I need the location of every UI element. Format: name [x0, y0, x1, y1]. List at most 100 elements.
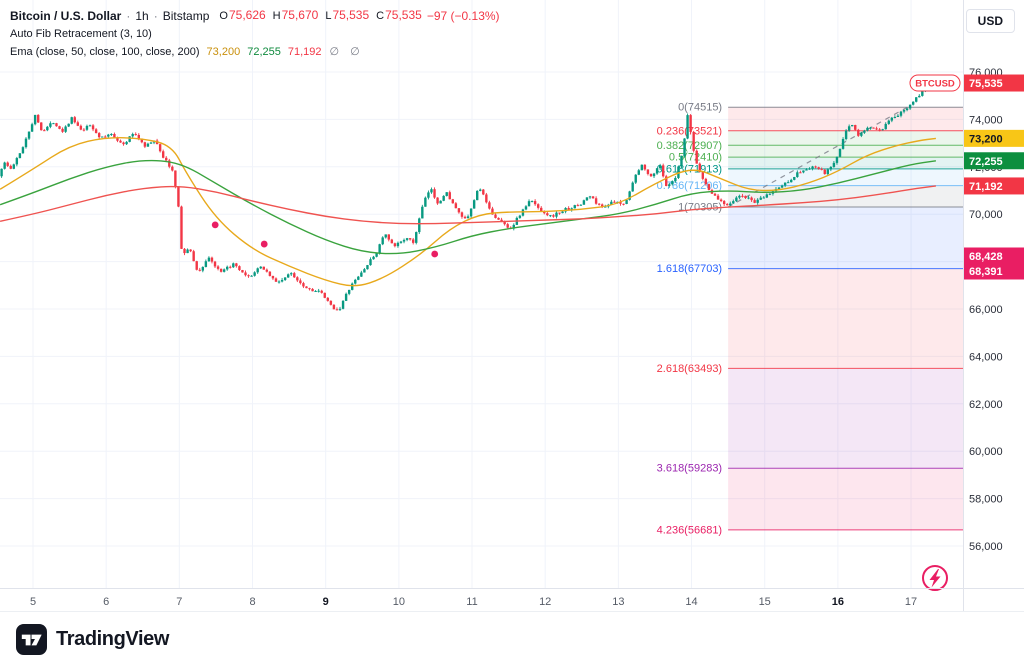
candle-body: [902, 110, 906, 112]
candle-body: [820, 168, 823, 170]
candle-body: [665, 176, 668, 186]
candle-body: [424, 197, 427, 207]
time-axis-label: 8: [249, 596, 255, 608]
candle-body: [460, 212, 464, 217]
candle-body: [439, 200, 442, 204]
auto-fib-retracement: 0(74515) 0.236(73521) 0.382(72907)0.5(7241…: [657, 102, 963, 536]
candle-body: [219, 268, 223, 272]
autofib-indicator-label[interactable]: Auto Fib Retracement (3, 10): [10, 28, 152, 40]
ema-indicator-label[interactable]: Ema (close, 50, close, 100, close, 200): [10, 46, 200, 58]
ema-line-50: [0, 137, 936, 287]
candle-body: [369, 259, 372, 266]
symbol-title[interactable]: Bitcoin / U.S. Dollar: [10, 8, 122, 23]
candle-body: [207, 257, 211, 262]
candle-body: [280, 279, 284, 282]
symbol-info-row[interactable]: Bitcoin / U.S. Dollar · 1h · Bitstamp O7…: [10, 8, 500, 24]
candle-body: [116, 137, 119, 141]
candle-body: [308, 288, 311, 290]
candle-body: [442, 195, 445, 201]
high-value: H75,670: [272, 8, 319, 22]
candle-body: [756, 199, 759, 203]
candle-body: [579, 204, 583, 206]
candle-body: [476, 190, 479, 201]
candle-body: [674, 177, 677, 182]
candle-body: [646, 169, 650, 174]
candle-body: [530, 201, 534, 203]
candle-body: [244, 272, 247, 276]
candle-body: [347, 289, 351, 294]
candle-body: [698, 163, 701, 173]
candle-body: [597, 203, 601, 205]
candle-body: [192, 251, 195, 262]
interval-label[interactable]: 1h: [135, 8, 149, 23]
logo-glyph-seven: [31, 634, 42, 646]
candle-body: [668, 184, 671, 186]
price-axis[interactable]: 76,00074,00072,00070,00068,00066,00064,0…: [964, 67, 1024, 553]
tradingview-logo-text[interactable]: TradingView: [56, 628, 170, 650]
candle-body: [198, 269, 201, 271]
ohlc-values: O75,626 H75,670 L75,535 C75,535: [219, 8, 421, 24]
price-axis-label: 60,000: [969, 446, 1003, 458]
fib-level-label: 0(74515): [678, 102, 722, 114]
ema100-value: 72,255: [247, 46, 281, 58]
fib-band: [728, 468, 963, 530]
price-badge-text: 71,192: [969, 181, 1003, 193]
candle-body: [427, 192, 430, 198]
candle-body: [652, 173, 656, 177]
candle-body: [415, 232, 418, 243]
candle-body: [524, 206, 528, 210]
candle-body: [527, 201, 531, 207]
candle-body: [628, 191, 631, 200]
candle-body: [768, 193, 772, 195]
indicator-row-autofib[interactable]: Auto Fib Retracement (3, 10): [10, 27, 500, 42]
candle-body: [143, 142, 147, 147]
candle-body: [896, 115, 900, 118]
candle-body: [713, 193, 717, 196]
ema-empty-slots: ∅ ∅: [329, 46, 364, 58]
fib-band: [728, 268, 963, 369]
currency-toggle-button[interactable]: USD: [965, 9, 1015, 33]
fib-band: [728, 206, 963, 269]
indicator-row-ema[interactable]: Ema (close, 50, close, 100, close, 200) …: [10, 45, 500, 60]
exchange-label[interactable]: Bitstamp: [162, 8, 210, 23]
candle-body: [518, 215, 522, 218]
pivot-marker-dot: [431, 250, 439, 258]
candle-body: [814, 166, 817, 168]
candle-body: [854, 125, 857, 130]
candle-body: [33, 114, 37, 125]
candle-body: [716, 195, 720, 200]
candle-body: [533, 201, 537, 205]
candle-body: [61, 128, 64, 132]
candle-body: [229, 266, 232, 268]
candle-body: [238, 266, 241, 271]
candle-body: [64, 126, 67, 132]
candle-body: [570, 208, 573, 210]
open-value: O75,626: [219, 8, 266, 22]
candle-body: [253, 272, 256, 276]
candle-body: [70, 117, 73, 124]
time-axis-label: 12: [539, 596, 551, 608]
candle-body: [722, 201, 726, 205]
candle-body: [869, 127, 872, 129]
candle-body: [790, 179, 793, 183]
ema-line-200: [0, 185, 936, 225]
candle-body: [140, 138, 144, 143]
flash-indicator-badge[interactable]: [922, 565, 948, 591]
candle-body: [67, 123, 70, 127]
candle-body: [137, 134, 140, 139]
time-axis-label: 16: [832, 596, 844, 608]
candle-body: [381, 237, 384, 245]
candle-body: [296, 277, 299, 281]
candle-body: [76, 122, 80, 126]
tradingview-logo-icon[interactable]: [16, 624, 47, 655]
lightning-bolt-icon: [929, 569, 941, 588]
candle-body: [735, 197, 738, 202]
price-chart-canvas[interactable]: 0(74515) 0.236(73521) 0.382(72907)0.5(7241…: [0, 0, 1024, 612]
candle-body: [262, 266, 265, 270]
candle-body: [594, 198, 598, 204]
time-axis[interactable]: 5 6 7 8 9 10 11 12 13 14 15 16 17: [30, 596, 917, 608]
fib-band: [728, 145, 963, 158]
candle-body: [457, 208, 461, 213]
candle-body: [521, 209, 525, 216]
candle-body: [125, 141, 128, 145]
